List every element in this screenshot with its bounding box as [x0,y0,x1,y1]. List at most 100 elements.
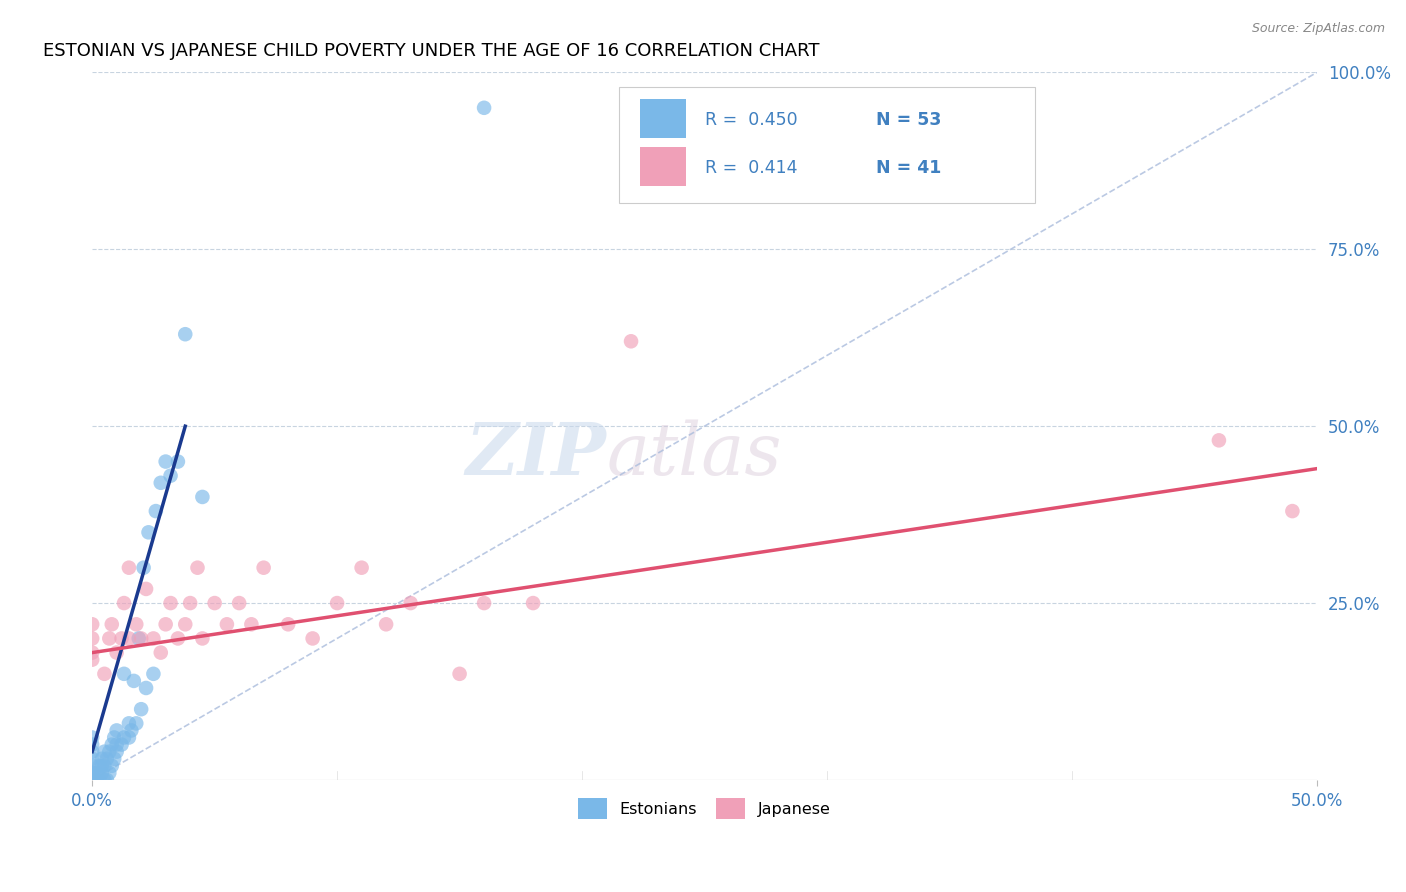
Point [105,738,128,752]
Point [522,596,544,610]
Point [118,716,141,731]
Point [82,759,104,773]
Text: Source: ZipAtlas.com: Source: ZipAtlas.com [1251,22,1385,36]
FancyBboxPatch shape [619,87,1035,203]
Point [93,666,115,681]
Point [620,334,643,349]
Point [91,752,114,766]
Point [96,752,118,766]
Text: ESTONIAN VS JAPANESE CHILD POVERTY UNDER THE AGE OF 16 CORRELATION CHART: ESTONIAN VS JAPANESE CHILD POVERTY UNDER… [44,42,820,60]
Point [129,632,152,646]
Point [100,759,122,773]
Point [186,560,208,574]
Point [301,632,323,646]
Point [82,653,104,667]
Point [125,617,148,632]
Text: atlas: atlas [606,419,782,490]
Point [82,731,104,745]
Point [399,596,422,610]
Point [191,632,214,646]
Point [105,745,128,759]
Point [149,646,172,660]
Point [82,765,104,780]
Point [100,738,122,752]
Text: N = 41: N = 41 [876,159,942,177]
Point [155,454,177,468]
Point [350,560,373,574]
Point [82,752,104,766]
Point [326,596,349,610]
Point [82,632,104,646]
Point [375,617,398,632]
Bar [640,99,686,138]
Point [174,617,197,632]
Point [159,596,181,610]
Point [135,582,157,596]
Point [98,745,121,759]
Point [253,560,276,574]
Point [82,738,104,752]
Point [277,617,299,632]
Point [93,745,115,759]
Text: R =  0.450: R = 0.450 [704,111,797,128]
Point [86,765,108,780]
Point [82,772,104,787]
Point [91,759,114,773]
Point [228,596,250,610]
Point [179,596,201,610]
Point [89,772,111,787]
Point [174,327,197,342]
Point [103,752,125,766]
Point [191,490,214,504]
Point [93,772,115,787]
Point [142,632,165,646]
Point [155,617,177,632]
Point [167,632,190,646]
Point [149,475,172,490]
Text: N = 53: N = 53 [876,111,942,128]
Legend: Estonians, Japanese: Estonians, Japanese [572,792,837,825]
Point [138,525,160,540]
Point [112,731,135,745]
Point [1208,434,1230,448]
Point [82,745,104,759]
Point [98,632,121,646]
Point [112,596,135,610]
Point [1281,504,1303,518]
Point [110,738,132,752]
Point [110,632,132,646]
Point [128,632,150,646]
Point [472,101,495,115]
Point [82,617,104,632]
Point [98,765,121,780]
Point [93,759,115,773]
Point [449,666,471,681]
Point [100,617,122,632]
Point [82,765,104,780]
Point [82,646,104,660]
Point [135,681,157,695]
Point [118,560,141,574]
Point [142,666,165,681]
Point [91,765,114,780]
Point [105,646,128,660]
Point [96,772,118,787]
Point [125,716,148,731]
Point [112,666,135,681]
Point [122,673,145,688]
Point [129,702,152,716]
Text: ZIP: ZIP [465,419,606,490]
Point [89,759,111,773]
Point [472,596,495,610]
Point [204,596,226,610]
Point [118,632,141,646]
Point [82,772,104,787]
Point [82,772,104,787]
Point [240,617,263,632]
Point [132,560,155,574]
Point [145,504,167,518]
Point [105,723,128,738]
Point [118,731,141,745]
Text: R =  0.414: R = 0.414 [704,159,797,177]
Point [159,468,181,483]
